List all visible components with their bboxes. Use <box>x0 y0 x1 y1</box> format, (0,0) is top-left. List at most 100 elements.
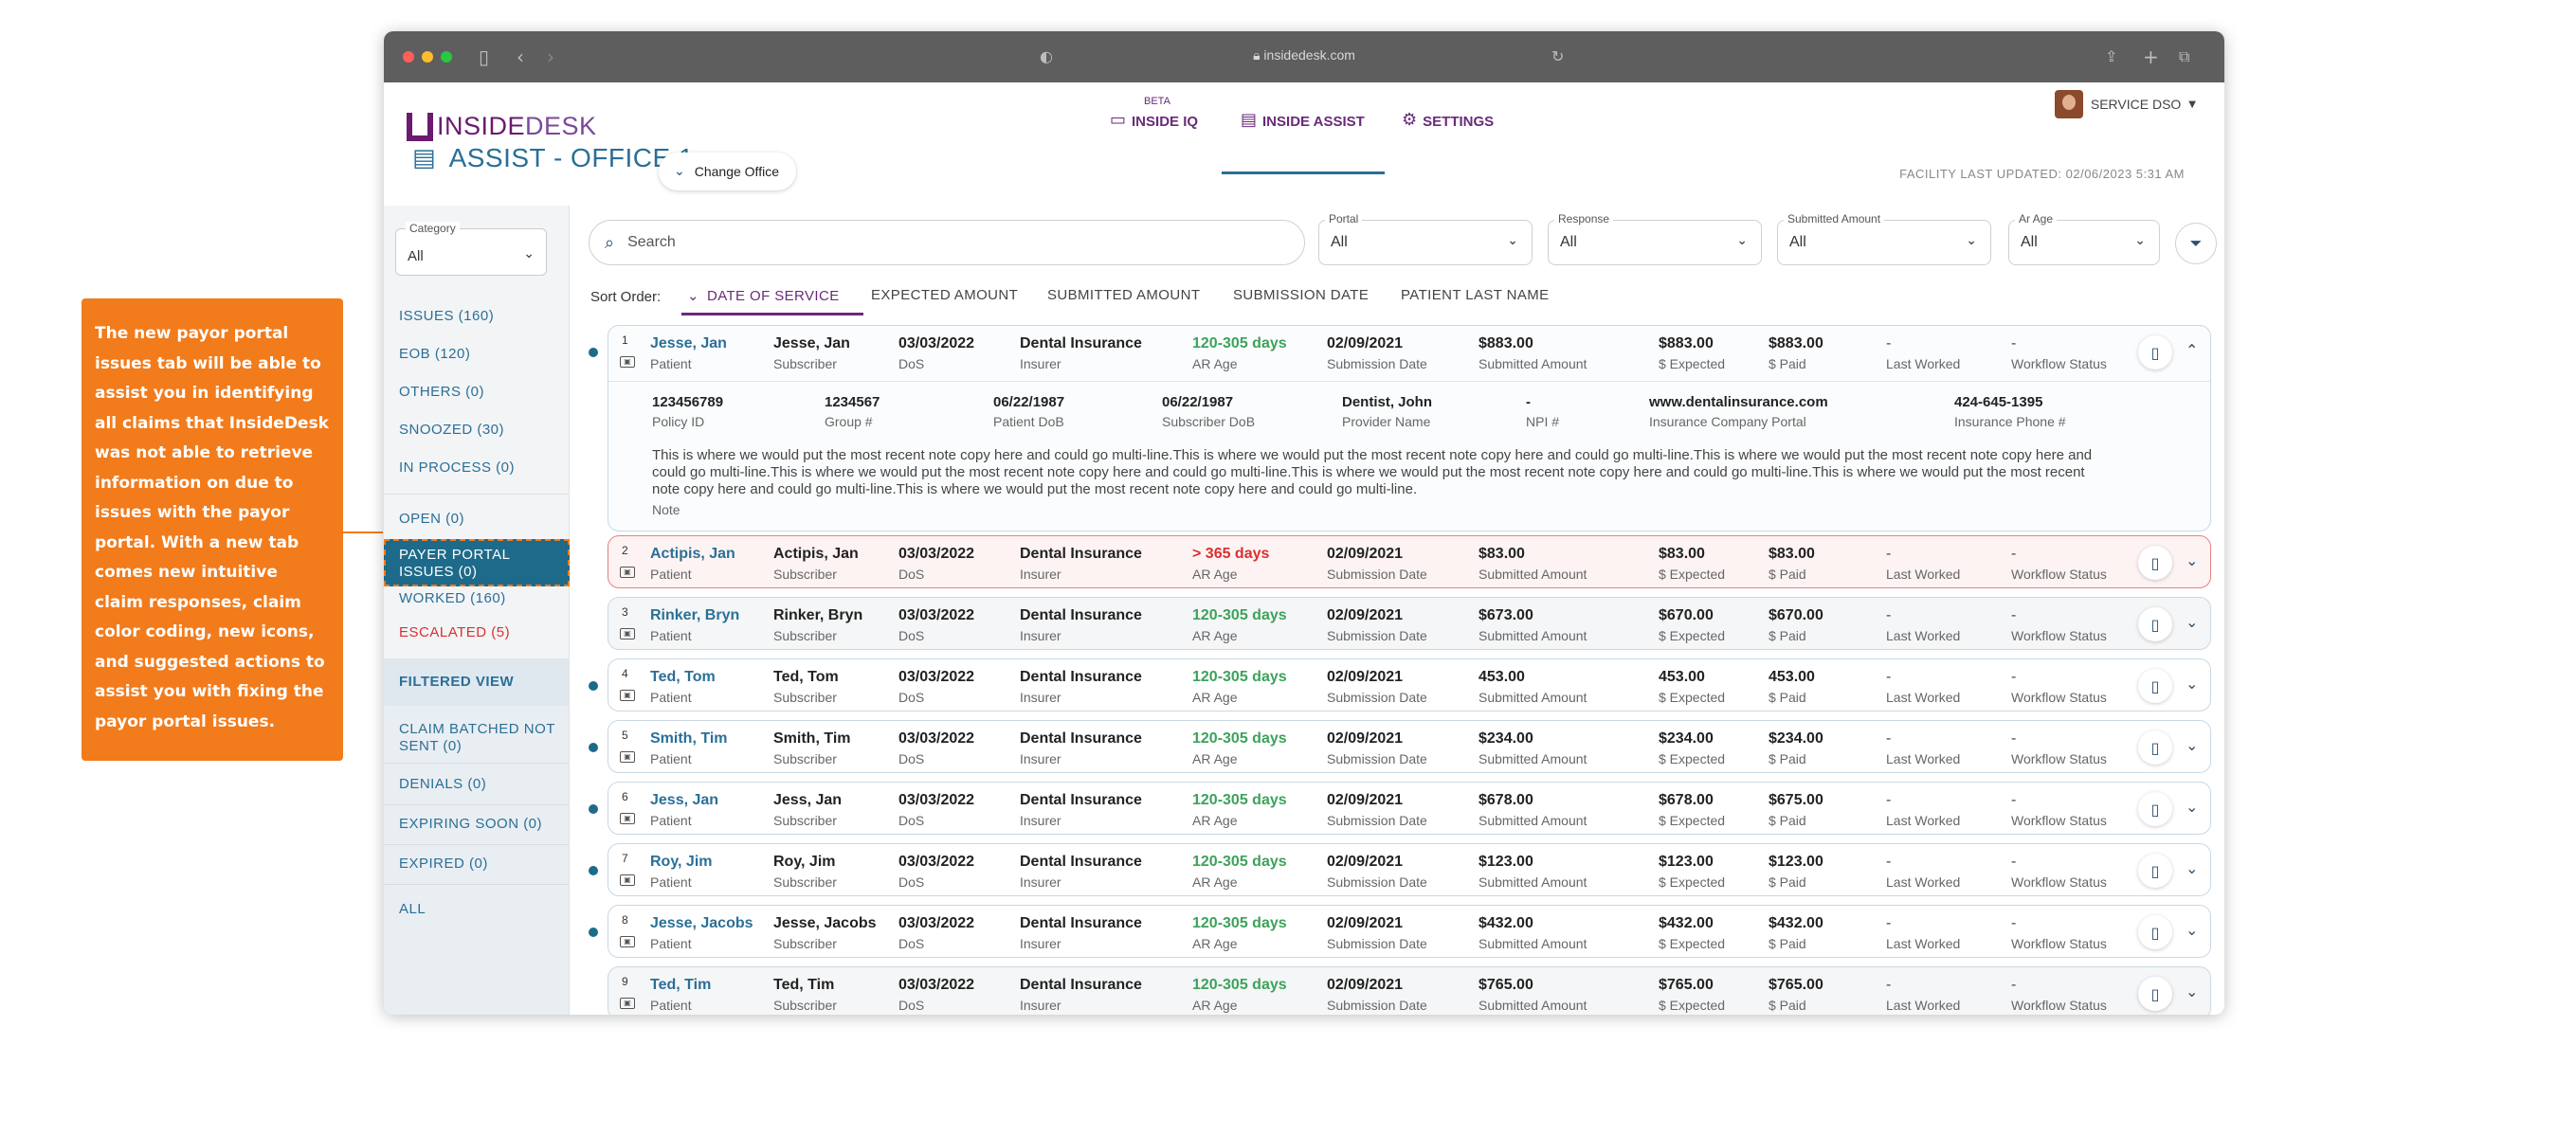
sidebar-item-open[interactable]: OPEN (0) <box>399 511 465 527</box>
cell-value[interactable]: Roy, Jim <box>650 854 713 870</box>
sidebar-item-expiring-soon[interactable]: EXPIRING SOON (0) <box>399 816 543 832</box>
chevron-down-icon[interactable]: ⌄ <box>2186 982 2199 1000</box>
response-filter-label: Response <box>1554 212 1614 225</box>
new-tab-icon[interactable]: + <box>2143 45 2159 68</box>
cell-value[interactable]: Rinker, Bryn <box>650 607 740 623</box>
tab-settings[interactable]: ⚙ SETTINGS <box>1402 94 1494 134</box>
chevron-down-icon: ⌄ <box>1966 233 1977 248</box>
cell-label: Last Worked <box>1886 751 1961 766</box>
cell-value[interactable]: Ted, Tom <box>650 669 716 685</box>
sort-submission-date[interactable]: SUBMISSION DATE <box>1233 287 1370 303</box>
cell-label: DoS <box>898 628 925 643</box>
clipboard-button[interactable]: ▯ <box>2138 546 2172 580</box>
cell-value: - <box>1886 546 1892 562</box>
response-filter[interactable]: Response All ⌄ <box>1548 212 1762 265</box>
cell-label: Workflow Status <box>2011 998 2107 1013</box>
chevron-down-icon[interactable]: ⌄ <box>2186 798 2199 816</box>
cell-ar-age: > 365 days AR Age <box>1192 546 1269 582</box>
clipboard-button[interactable]: ▯ <box>2138 854 2172 888</box>
cell-value[interactable]: Ted, Tim <box>650 977 712 993</box>
sidebar-item-expired[interactable]: EXPIRED (0) <box>399 856 488 872</box>
cell-value[interactable]: Actipis, Jan <box>650 546 735 562</box>
table-row[interactable]: 8 ▣ Jesse, Jacobs Patient Jesse, Jacobs Subsc… <box>608 905 2211 958</box>
table-row[interactable]: 7 ▣ Roy, Jim Patient Roy, Jim Subscriber 03/03… <box>608 843 2211 896</box>
cell-value: $675.00 <box>1769 792 1823 808</box>
cell-value[interactable]: www.dentalinsurance.com <box>1649 394 1828 410</box>
sidebar-item-issues[interactable]: ISSUES (160) <box>399 308 495 324</box>
clipboard-button[interactable]: ▯ <box>2138 669 2172 703</box>
cell-value[interactable]: Smith, Tim <box>650 730 728 747</box>
category-select[interactable]: Category All ⌄ <box>395 222 547 276</box>
sidebar-item-payer-portal-issues[interactable]: PAYER PORTAL ISSUES (0) <box>384 539 570 586</box>
sidebar-item-worked[interactable]: WORKED (160) <box>399 590 506 606</box>
table-row[interactable]: 9 ▣ Ted, Tim Patient Ted, Tim Subscriber 03/03… <box>608 966 2211 1015</box>
cell-expected: $83.00 $ Expected <box>1659 546 1725 582</box>
minimize-window-button[interactable] <box>422 51 433 63</box>
clipboard-button[interactable]: ▯ <box>2138 915 2172 949</box>
table-row[interactable]: 3 ▣ Rinker, Bryn Patient Rinker, Bryn Subscri… <box>608 597 2211 650</box>
sidebar-item-denials[interactable]: DENIALS (0) <box>399 776 487 792</box>
divider <box>384 884 569 885</box>
table-row[interactable]: 2 ▣ Actipis, Jan Patient Actipis, Jan Subscri… <box>608 535 2211 588</box>
portal-filter[interactable]: Portal All ⌄ <box>1318 212 1533 265</box>
filter-funnel-button[interactable]: ⏷ <box>2175 223 2217 264</box>
table-row[interactable]: 6 ▣ Jess, Jan Patient Jess, Jan Subscriber 03/… <box>608 782 2211 835</box>
clipboard-button[interactable]: ▯ <box>2138 977 2172 1011</box>
reload-icon[interactable]: ↻ <box>1551 47 1565 65</box>
chevron-down-icon[interactable]: ⌄ <box>2186 736 2199 754</box>
tab-inside-iq[interactable]: BETA ▭ INSIDE IQ <box>1110 94 1198 134</box>
clipboard-button[interactable]: ▯ <box>2138 730 2172 765</box>
table-row[interactable]: 4 ▣ Ted, Tom Patient Ted, Tom Subscriber 03/03… <box>608 658 2211 712</box>
sidebar-item-in-process[interactable]: IN PROCESS (0) <box>399 459 516 476</box>
cell-value[interactable]: Jess, Jan <box>650 792 719 808</box>
sidebar-item-escalated[interactable]: ESCALATED (5) <box>399 624 511 640</box>
cell-value: - <box>2011 335 2017 351</box>
table-row[interactable]: 1 ▣ Jesse, Jan Patient Jesse, Jan Subscriber 0… <box>608 325 2211 531</box>
sort-date-of-service[interactable]: ⌄ DATE OF SERVICE <box>687 287 840 304</box>
clipboard-button[interactable]: ▯ <box>2138 335 2172 369</box>
table-row[interactable]: 5 ▣ Smith, Tim Patient Smith, Tim Subscriber 0… <box>608 720 2211 773</box>
ar-age-filter[interactable]: Ar Age All ⌄ <box>2008 212 2160 265</box>
sidebar-item-others[interactable]: OTHERS (0) <box>399 384 485 400</box>
cell-label: AR Age <box>1192 874 1238 890</box>
cell-label: Workflow Status <box>2011 751 2107 766</box>
share-icon[interactable]: ⇪ <box>2105 47 2118 65</box>
chevron-down-icon[interactable]: ⌄ <box>2186 921 2199 939</box>
privacy-shield-icon[interactable]: ◐ <box>1040 47 1053 65</box>
sort-patient-last-name[interactable]: PATIENT LAST NAME <box>1401 287 1550 303</box>
chevron-up-icon[interactable]: ⌃ <box>2186 341 2199 359</box>
cell-value: 1234567 <box>825 394 880 410</box>
tab-overview-icon[interactable]: ⧉ <box>2179 47 2190 65</box>
change-office-button[interactable]: ⌄ Change Office <box>659 153 796 190</box>
chevron-down-icon[interactable]: ⌄ <box>2186 859 2199 877</box>
cell-value: Ted, Tom <box>773 669 839 685</box>
sidebar-item-all[interactable]: ALL <box>399 901 426 917</box>
sidebar-item-eob[interactable]: EOB (120) <box>399 346 471 362</box>
submitted-amount-filter[interactable]: Submitted Amount All ⌄ <box>1777 212 1991 265</box>
clipboard-button[interactable]: ▯ <box>2138 607 2172 641</box>
chevron-down-icon[interactable]: ⌄ <box>2186 551 2199 569</box>
sort-submitted-amount[interactable]: SUBMITTED AMOUNT <box>1047 287 1201 303</box>
cell-value: Dental Insurance <box>1020 607 1142 623</box>
sort-expected-amount[interactable]: EXPECTED AMOUNT <box>871 287 1019 303</box>
forward-icon[interactable]: › <box>547 45 554 68</box>
sidebar-item-claim-batched[interactable]: CLAIM BATCHED NOT SENT (0) <box>399 721 555 754</box>
clipboard-button[interactable]: ▯ <box>2138 792 2172 826</box>
user-menu[interactable]: SERVICE DSO ▼ <box>2054 90 2196 118</box>
insidedesk-logo[interactable]: INSIDEDESK <box>407 112 597 141</box>
back-icon[interactable]: ‹ <box>517 45 524 68</box>
sidebar-toggle-icon[interactable]: ▯ <box>479 45 490 68</box>
cell-subscriber: Ted, Tim Subscriber <box>773 977 837 1013</box>
chevron-down-icon[interactable]: ⌄ <box>2186 675 2199 693</box>
tab-inside-assist[interactable]: ▤ INSIDE ASSIST <box>1241 94 1365 134</box>
cell-submitted: $678.00 Submitted Amount <box>1478 792 1587 828</box>
address-bar[interactable]: 🔒︎ insidedesk.com <box>384 47 2224 63</box>
search-input[interactable] <box>627 234 1254 251</box>
chevron-down-icon[interactable]: ⌄ <box>2186 613 2199 631</box>
maximize-window-button[interactable] <box>441 51 452 63</box>
close-window-button[interactable] <box>403 51 414 63</box>
cell-value[interactable]: Jesse, Jacobs <box>650 915 753 931</box>
search-box[interactable]: ⌕ <box>589 220 1305 265</box>
cell-value[interactable]: Jesse, Jan <box>650 335 727 351</box>
sidebar-item-snoozed[interactable]: SNOOZED (30) <box>399 422 505 438</box>
